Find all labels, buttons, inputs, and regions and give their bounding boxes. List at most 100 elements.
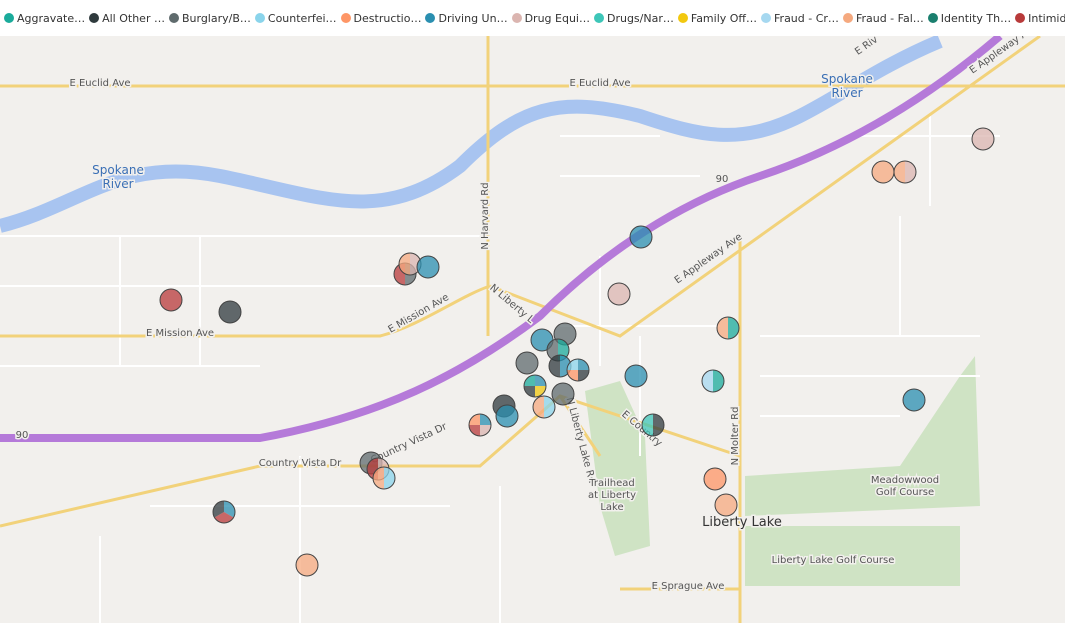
legend-swatch — [89, 13, 100, 23]
marker-slice — [567, 370, 578, 381]
marker-slice — [219, 301, 241, 323]
legend-swatch — [425, 13, 436, 23]
map-label: Spokane — [821, 72, 873, 86]
legend-label: Intimidation — [1028, 11, 1065, 25]
marker-slice — [544, 396, 555, 418]
incident-marker[interactable] — [703, 467, 727, 491]
incident-marker[interactable] — [902, 388, 926, 412]
marker-outline — [295, 553, 319, 577]
incident-marker[interactable] — [218, 300, 242, 324]
marker-slice — [547, 339, 558, 361]
marker-outline — [218, 300, 242, 324]
marker-outline — [495, 404, 519, 428]
marker-outline — [212, 500, 236, 524]
incident-marker[interactable] — [515, 351, 539, 375]
marker-slice — [535, 386, 546, 397]
legend-swatch — [842, 13, 853, 23]
incident-marker[interactable] — [893, 160, 917, 184]
incident-marker[interactable] — [548, 354, 572, 378]
map-label: 90 — [16, 430, 29, 441]
legend-item[interactable]: Burglary/B… — [168, 11, 251, 25]
marker-outline — [372, 466, 396, 490]
incident-marker[interactable] — [468, 413, 492, 437]
incident-marker[interactable] — [714, 493, 738, 517]
legend-swatch — [4, 13, 14, 23]
map-label: Trailhead — [588, 478, 634, 489]
incident-marker[interactable] — [701, 369, 725, 393]
incident-marker[interactable] — [551, 382, 575, 406]
incident-marker[interactable] — [629, 225, 653, 249]
map-label: River — [831, 86, 862, 100]
marker-slice — [625, 365, 647, 387]
marker-outline — [971, 127, 995, 151]
marker-slice — [903, 389, 925, 411]
marker-slice — [496, 405, 518, 427]
incident-marker[interactable] — [295, 553, 319, 577]
legend-item[interactable]: Family Off… — [677, 12, 757, 25]
legend-label: Identity Th… — [940, 11, 1012, 25]
marker-slice — [480, 414, 491, 425]
marker-slice — [608, 283, 630, 305]
map-label: Lake — [600, 502, 623, 513]
legend-item[interactable]: Destructio… — [340, 11, 422, 25]
incident-marker[interactable] — [159, 288, 183, 312]
legend-item[interactable]: Intimidation — [1015, 12, 1065, 25]
incident-marker[interactable] — [212, 500, 236, 524]
marker-slice — [704, 468, 726, 490]
incident-marker[interactable] — [716, 316, 740, 340]
marker-slice — [373, 467, 384, 489]
legend-label: Fraud - Cr… — [774, 11, 839, 25]
marker-slice — [728, 317, 739, 339]
legend-item[interactable]: All Other … — [89, 12, 165, 25]
incident-marker[interactable] — [871, 160, 895, 184]
map-label: Country Vista Dr — [259, 458, 342, 469]
incident-marker[interactable] — [523, 374, 547, 398]
marker-slice — [399, 253, 410, 275]
legend-item[interactable]: Drugs/Nar… — [593, 11, 674, 25]
legend-item[interactable]: Fraud - Cr… — [761, 12, 839, 25]
incident-marker[interactable] — [372, 466, 396, 490]
marker-outline — [523, 374, 547, 398]
legend-swatch — [511, 13, 522, 23]
legend-swatch — [254, 13, 265, 23]
incident-marker[interactable] — [971, 127, 995, 151]
incident-marker[interactable] — [624, 364, 648, 388]
marker-slice — [642, 414, 653, 436]
marker-outline — [624, 364, 648, 388]
incident-marker[interactable] — [607, 282, 631, 306]
map-label: 90 — [716, 174, 729, 185]
legend-item[interactable]: Driving Un… — [425, 12, 508, 25]
marker-outline — [551, 382, 575, 406]
legend-label: Drugs/Nar… — [606, 11, 674, 25]
marker-slice — [653, 414, 664, 436]
legend-label: Burglary/B… — [181, 11, 251, 25]
marker-outline — [902, 388, 926, 412]
legend-item[interactable]: Drug Equi… — [511, 12, 590, 25]
marker-slice — [894, 161, 905, 183]
map-label: E Euclid Ave — [69, 78, 130, 89]
incident-marker[interactable] — [416, 255, 440, 279]
legend-item[interactable]: Counterfei… — [254, 12, 337, 25]
incident-marker[interactable] — [641, 413, 665, 437]
marker-outline — [701, 369, 725, 393]
incident-marker[interactable] — [566, 358, 590, 382]
incident-marker[interactable] — [495, 404, 519, 428]
marker-slice — [905, 161, 916, 183]
river — [0, 36, 943, 233]
legend-item[interactable]: Identity Th… — [927, 11, 1012, 25]
incident-marker[interactable] — [532, 395, 556, 419]
legend-label: Destructio… — [353, 11, 422, 25]
marker-outline — [716, 316, 740, 340]
marker-slice — [715, 494, 737, 516]
map: E Euclid Ave E Euclid AveSpokaneRiverSpok… — [0, 36, 1065, 623]
legend-item[interactable]: Fraud - Fal… — [842, 12, 924, 25]
legend-swatch — [593, 13, 604, 23]
marker-slice — [535, 375, 546, 386]
map-label: Meadowwood — [871, 475, 939, 486]
legend-swatch — [340, 13, 351, 23]
marker-slice — [469, 414, 480, 425]
map-label: N Molter Rd — [730, 407, 741, 466]
marker-slice — [552, 383, 574, 405]
legend-item[interactable]: Aggravate… — [4, 12, 85, 25]
marker-outline — [607, 282, 631, 306]
